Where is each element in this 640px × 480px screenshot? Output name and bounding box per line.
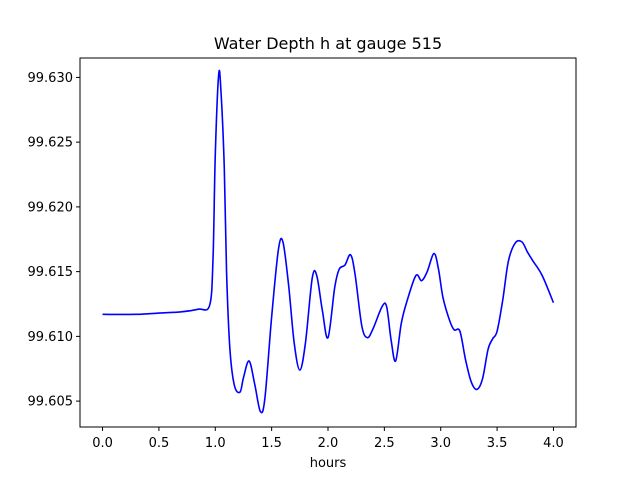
- x-tick-label: 2.5: [374, 436, 395, 451]
- y-tick-label: 99.605: [28, 395, 74, 410]
- x-tick-label: 3.0: [430, 436, 451, 451]
- plot-frame: [79, 57, 577, 428]
- x-tick-label: 2.0: [318, 436, 339, 451]
- plot-series: [102, 69, 555, 414]
- x-tick-label: 3.5: [487, 436, 508, 451]
- x-tick-label: 0.0: [92, 436, 113, 451]
- chart-title: Water Depth h at gauge 515: [214, 34, 442, 53]
- y-axis-ticks: 99.605 99.610 99.615 99.620 99.625 99.630: [28, 71, 80, 410]
- x-tick-label: 4.0: [543, 436, 564, 451]
- x-tick-label: 1.5: [261, 436, 282, 451]
- y-tick-label: 99.610: [28, 330, 74, 345]
- x-axis-ticks: 0.0 0.5 1.0 1.5 2.0 2.5 3.0 3.5 4.0: [92, 427, 564, 451]
- y-tick-label: 99.615: [28, 265, 74, 280]
- y-tick-label: 99.620: [28, 200, 74, 215]
- y-tick-label: 99.630: [28, 71, 74, 86]
- series-line-0: [102, 69, 555, 414]
- x-axis-label: hours: [310, 456, 347, 471]
- x-tick-label: 0.5: [149, 436, 170, 451]
- y-tick-label: 99.625: [28, 136, 74, 151]
- x-tick-label: 1.0: [205, 436, 226, 451]
